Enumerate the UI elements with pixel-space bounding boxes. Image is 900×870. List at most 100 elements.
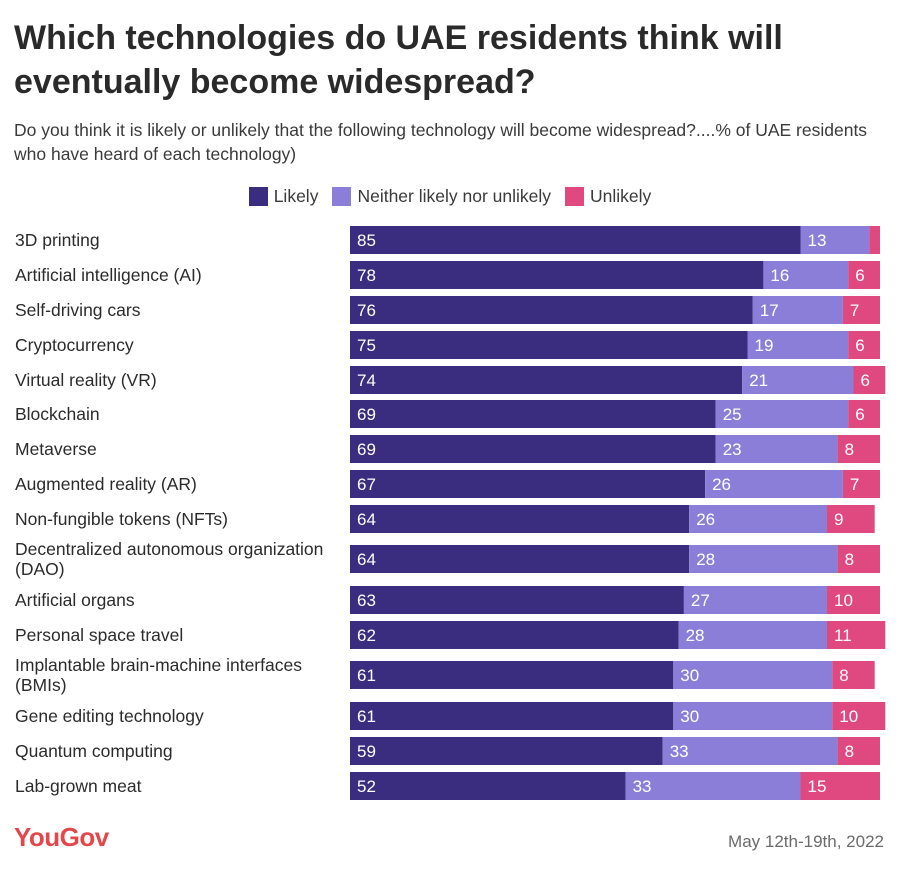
- bar-segment-unlikely: [800, 772, 880, 800]
- bar-segment-likely: [350, 505, 690, 533]
- legend-swatch-likely: [248, 187, 268, 206]
- data-label: 26: [712, 475, 731, 494]
- bar-segment-likely: [350, 366, 743, 394]
- data-label: 16: [770, 266, 789, 285]
- data-label: 61: [357, 666, 376, 685]
- data-label: 33: [633, 777, 652, 796]
- data-label: 69: [357, 440, 376, 459]
- legend-swatch-neither: [332, 187, 352, 206]
- bar-segment-neither: [683, 586, 827, 614]
- bar-segment-unlikely: [842, 470, 880, 498]
- bar-segment-neither: [742, 366, 854, 394]
- data-label: 85: [357, 231, 376, 250]
- data-label: 7: [850, 301, 859, 320]
- bar-row: Personal space travel 62 28 11: [15, 621, 886, 649]
- data-label: 25: [723, 405, 742, 424]
- data-label: 11: [834, 626, 852, 645]
- bar-segment-likely: [350, 737, 663, 765]
- data-label: 61: [357, 707, 376, 726]
- data-label: 30: [680, 707, 699, 726]
- bar-row: Lab-grown meat 52 33 15: [15, 772, 880, 800]
- legend-swatch-unlikely: [565, 187, 585, 206]
- category-label: Artificial organs: [15, 590, 135, 610]
- data-label: 9: [834, 510, 843, 529]
- bar-segment-unlikely: [853, 366, 886, 394]
- bar-segment-unlikely: [837, 737, 880, 765]
- data-label: 59: [357, 742, 376, 761]
- bar-segment-likely: [350, 702, 674, 730]
- bar-segment-unlikely: [837, 435, 880, 463]
- legend: Likely Neither likely nor unlikely Unlik…: [0, 186, 900, 207]
- data-label: 74: [357, 371, 376, 390]
- chart-subtitle: Do you think it is likely or unlikely th…: [14, 120, 868, 164]
- data-label: 7: [850, 475, 859, 494]
- bar-segment-unlikely: [827, 505, 875, 533]
- category-label: Implantable brain-machine interfaces (BMI…: [15, 655, 302, 695]
- bar-segment-unlikely: [837, 545, 880, 573]
- data-label: 28: [696, 550, 715, 569]
- legend-item-unlikely: Unlikely: [565, 186, 651, 207]
- data-label: 8: [845, 550, 854, 569]
- data-label: 28: [686, 626, 705, 645]
- legend-item-likely: Likely: [248, 186, 318, 207]
- category-label: Artificial intelligence (AI): [15, 265, 202, 285]
- data-label: 6: [855, 336, 864, 355]
- data-label: 62: [357, 626, 376, 645]
- chart-title: Which technologies do UAE residents thin…: [14, 19, 783, 101]
- data-label: 64: [357, 550, 376, 569]
- bar-row: Artificial intelligence (AI) 78 16 6: [15, 261, 880, 289]
- category-label: Gene editing technology: [15, 706, 204, 726]
- data-label: 13: [808, 231, 827, 250]
- bar-segment-likely: [350, 226, 801, 254]
- data-label: 10: [839, 707, 858, 726]
- category-label: Decentralized autonomous organization (DA…: [15, 539, 323, 579]
- bar-segment-likely: [350, 545, 690, 573]
- bar-segment-unlikely: [827, 586, 880, 614]
- data-label: 17: [760, 301, 779, 320]
- bar-segment-unlikely: [832, 661, 875, 689]
- bar-segment-neither: [689, 505, 827, 533]
- bar-segment-unlikely: [832, 702, 886, 730]
- data-label: 63: [357, 591, 376, 610]
- bar-segment-likely: [350, 621, 679, 649]
- data-label: 75: [357, 336, 376, 355]
- bar-row: Blockchain 69 25 6: [15, 400, 880, 428]
- category-label: Augmented reality (AR): [15, 474, 197, 494]
- category-label: Non-fungible tokens (NFTs): [15, 509, 228, 529]
- data-label: 30: [680, 666, 699, 685]
- data-label: 67: [357, 475, 376, 494]
- bar-segment-neither: [747, 331, 849, 359]
- category-label: Metaverse: [15, 439, 97, 459]
- bar-row: Cryptocurrency 75 19 6: [15, 331, 880, 359]
- category-label: Blockchain: [15, 404, 100, 424]
- data-label: 8: [845, 440, 854, 459]
- data-label: 10: [834, 591, 853, 610]
- bar-segment-neither: [673, 702, 833, 730]
- bar-row: Augmented reality (AR) 67 26 7: [15, 470, 880, 498]
- bar-segment-neither: [715, 400, 849, 428]
- bar-segment-neither: [800, 226, 870, 254]
- data-label: 52: [357, 777, 376, 796]
- bar-row: Decentralized autonomous organization (DA…: [15, 539, 880, 579]
- data-label: 8: [845, 742, 854, 761]
- bar-segment-neither: [705, 470, 843, 498]
- bar-row: Metaverse 69 23 8: [15, 435, 880, 463]
- data-label: 6: [855, 405, 864, 424]
- bar-segment-unlikely: [869, 226, 880, 254]
- bar-segment-neither: [662, 737, 838, 765]
- data-label: 78: [357, 266, 376, 285]
- bar-segment-likely: [350, 435, 716, 463]
- data-label: 27: [691, 591, 710, 610]
- bar-segment-likely: [350, 470, 706, 498]
- bar-row: Non-fungible tokens (NFTs) 64 26 9: [15, 505, 875, 533]
- category-label: 3D printing: [15, 230, 100, 250]
- bar-row: Self-driving cars 76 17 7: [15, 296, 880, 324]
- bar-segment-likely: [350, 331, 748, 359]
- legend-label-unlikely: Unlikely: [590, 186, 652, 206]
- bar-segment-neither: [673, 661, 833, 689]
- bar-segment-likely: [350, 772, 626, 800]
- bar-segment-likely: [350, 661, 674, 689]
- bar-row: Virtual reality (VR) 74 21 6: [15, 366, 886, 394]
- bar-row: Implantable brain-machine interfaces (BMI…: [15, 655, 875, 695]
